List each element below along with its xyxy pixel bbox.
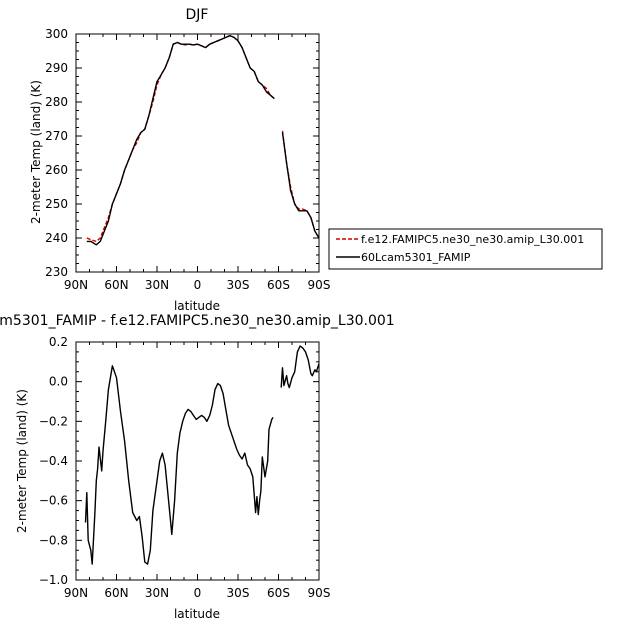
bottom-x-tick-label: 60N xyxy=(104,586,128,600)
legend: f.e12.FAMIPC5.ne30_ne30.amip_L30.001 60L… xyxy=(328,228,603,270)
top-ticks: 90N 60N 30N 0 30S 60S 90S 230 240 250 260 270 280 290… xyxy=(45,27,330,292)
top-x-tick-label: 90N xyxy=(64,278,88,292)
top-x-tick-label: 90S xyxy=(308,278,331,292)
top-x-tick-label: 30N xyxy=(145,278,169,292)
bottom-x-tick-label: 90N xyxy=(64,586,88,600)
bottom-lines xyxy=(84,345,320,565)
top-y-tick-label: 270 xyxy=(45,129,68,143)
bottom-x-axis-label: latitude xyxy=(174,607,220,621)
bottom-title: m5301_FAMIP - f.e12.FAMIPC5.ne30_ne30.am… xyxy=(0,313,395,329)
top-y-tick-label: 230 xyxy=(45,265,68,279)
top-plot-frame xyxy=(75,33,320,273)
bottom-series-line-0 xyxy=(84,365,274,565)
bottom-y-axis-label: 2-meter Temp (land) (K) xyxy=(15,389,29,533)
top-title: DJF xyxy=(186,7,209,23)
bottom-y-tick-label: −1.0 xyxy=(39,573,68,587)
bottom-y-tick-label: −0.6 xyxy=(39,494,68,508)
top-y-tick-label: 280 xyxy=(45,95,68,109)
legend-box xyxy=(328,228,603,270)
bottom-series-line-0 xyxy=(280,345,320,389)
top-x-axis-label: latitude xyxy=(174,299,220,313)
bottom-y-tick-label: −0.8 xyxy=(39,533,68,547)
top-y-tick-label: 300 xyxy=(45,27,68,41)
bottom-x-tick-label: 0 xyxy=(194,586,202,600)
legend-label-1: f.e12.FAMIPC5.ne30_ne30.amip_L30.001 xyxy=(361,233,584,246)
bottom-y-tick-label: 0.2 xyxy=(49,335,68,349)
legend-label-2: 60Lcam5301_FAMIP xyxy=(361,251,471,264)
top-y-axis-label: 2-meter Temp (land) (K) xyxy=(29,80,43,224)
top-series-line-1 xyxy=(86,35,275,246)
top-y-tick-label: 240 xyxy=(45,231,68,245)
top-y-tick-label: 250 xyxy=(45,197,68,211)
bottom-ticks: 90N 60N 30N 0 30S 60S 90S −1.0 −0.8 −0.6 −0.4 −0.2 0… xyxy=(39,335,331,600)
top-y-tick-label: 260 xyxy=(45,163,68,177)
top-y-tick-label: 290 xyxy=(45,61,68,75)
top-x-tick-label: 0 xyxy=(194,278,202,292)
top-x-tick-label: 60N xyxy=(104,278,128,292)
top-panel: DJF 2-meter Temp (land) (K) latitude 90N… xyxy=(29,7,330,313)
bottom-y-tick-label: 0.0 xyxy=(49,375,68,389)
bottom-plot-frame xyxy=(75,341,320,581)
bottom-x-tick-label: 30S xyxy=(227,586,250,600)
bottom-x-tick-label: 60S xyxy=(267,586,290,600)
bottom-y-tick-label: −0.2 xyxy=(39,414,68,428)
bottom-x-tick-label: 30N xyxy=(145,586,169,600)
top-series-line-1 xyxy=(281,132,320,239)
bottom-panel: m5301_FAMIP - f.e12.FAMIPC5.ne30_ne30.am… xyxy=(0,313,395,621)
bottom-y-tick-label: −0.4 xyxy=(39,454,68,468)
top-lines xyxy=(86,35,320,246)
top-x-tick-label: 60S xyxy=(267,278,290,292)
top-series-line-0 xyxy=(281,130,320,239)
top-x-tick-label: 30S xyxy=(227,278,250,292)
bottom-x-tick-label: 90S xyxy=(308,586,331,600)
top-series-line-0 xyxy=(86,35,275,243)
